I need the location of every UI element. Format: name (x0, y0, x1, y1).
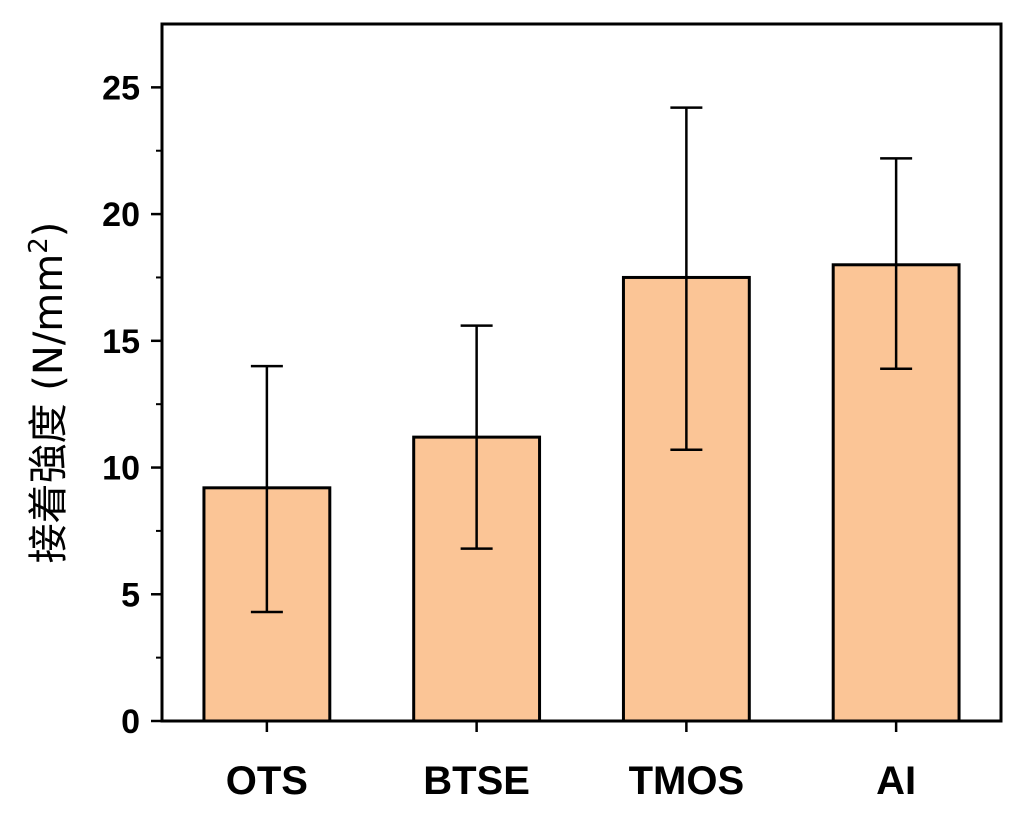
y-tick-label: 20 (102, 196, 140, 234)
x-tick-labels: OTS BTSE TMOS AI (226, 759, 916, 803)
y-tick-label: 5 (121, 576, 140, 614)
x-tick-label: OTS (226, 759, 308, 803)
y-tick-label: 10 (102, 450, 140, 488)
y-axis-label-superscript: 2 (24, 237, 54, 254)
major-ticks (151, 86, 162, 723)
y-tick-label: 25 (102, 69, 140, 107)
x-tick-label: AI (876, 759, 916, 803)
x-tick-label: BTSE (423, 759, 530, 803)
x-tick-label: TMOS (629, 759, 745, 803)
y-axis-label-close: ) (26, 222, 72, 238)
y-axis-label: 接着強度 (N/mm2) (24, 222, 72, 564)
y-tick-label: 15 (102, 323, 140, 361)
error-bars (250, 106, 913, 614)
y-tick-label: 0 (121, 703, 140, 741)
x-ticks (265, 721, 898, 732)
y-axis-label-main: 接着強度 (N/mm (26, 254, 72, 564)
plot-frame (160, 22, 1003, 723)
y-tick-labels: 0 5 10 15 20 25 (102, 69, 140, 741)
bars (202, 263, 961, 723)
